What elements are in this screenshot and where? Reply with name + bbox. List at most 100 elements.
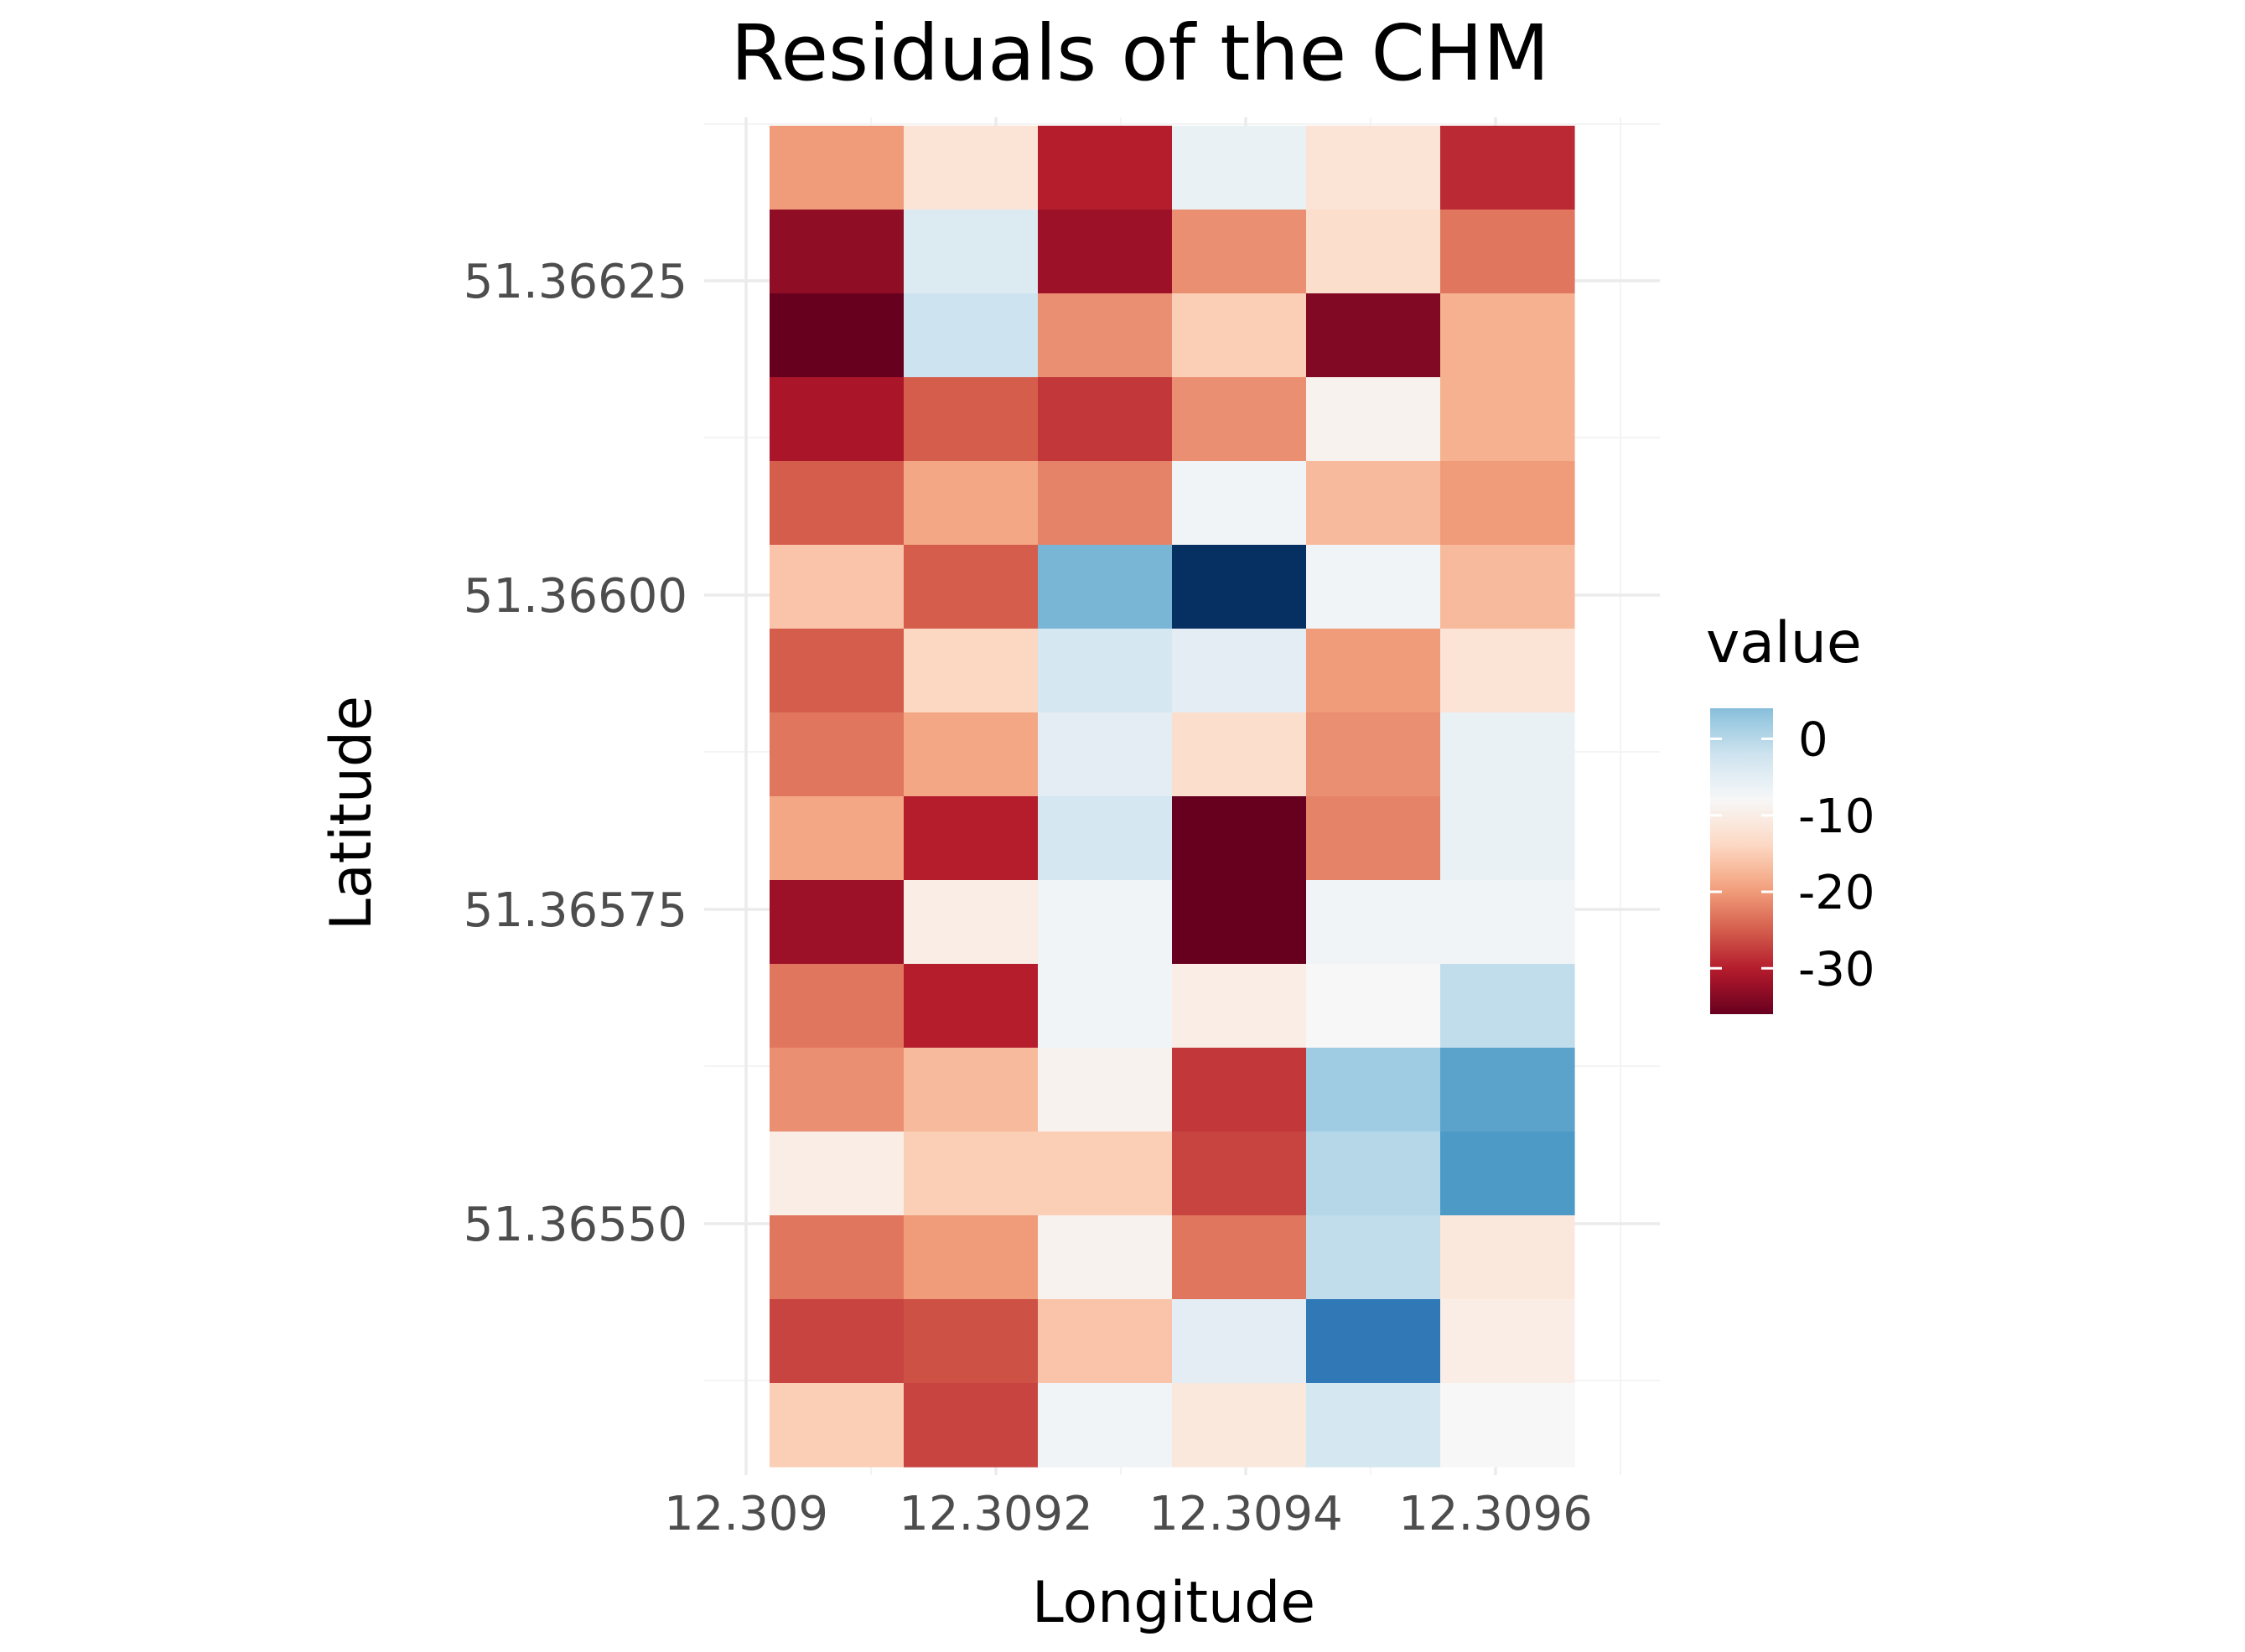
heatmap-cell (904, 293, 1039, 378)
heatmap-cell (1172, 293, 1307, 378)
heatmap-cell (770, 126, 905, 210)
heatmap-cell (904, 210, 1039, 294)
heatmap-cell (770, 377, 905, 462)
heatmap-cell (904, 964, 1039, 1049)
heatmap-cell (904, 1132, 1039, 1216)
heatmap-cell (904, 796, 1039, 881)
heatmap-cell (1172, 712, 1307, 797)
heatmap-cell (770, 1383, 905, 1468)
y-axis-label: Latitude (319, 696, 385, 930)
heatmap-cell (770, 712, 905, 797)
heatmap-cell (1038, 880, 1173, 965)
heatmap-cell (770, 210, 905, 294)
heatmap-cell (1440, 796, 1575, 881)
heatmap-cell (1172, 1299, 1307, 1384)
heatmap-cell (1440, 964, 1575, 1049)
heatmap-cell (770, 1299, 905, 1384)
heatmap-cell (1038, 964, 1173, 1049)
heatmap-cell (1172, 461, 1307, 546)
legend-colorbar (1710, 708, 1773, 1014)
heatmap-cell (1038, 126, 1173, 210)
heatmap-cell (1038, 1048, 1173, 1132)
heatmap-cell (1306, 1132, 1441, 1216)
x-tick-label: 12.3096 (1398, 1487, 1593, 1541)
heatmap-cell (1172, 1215, 1307, 1300)
heatmap-cell (1038, 796, 1173, 881)
heatmap-cell (1038, 461, 1173, 546)
heatmap-cell (770, 880, 905, 965)
heatmap-cell (1440, 1383, 1575, 1468)
x-tick-label: 12.309 (664, 1487, 828, 1541)
heatmap-cell (1306, 712, 1441, 797)
heatmap-cell (1172, 1048, 1307, 1132)
y-tick-label: 51.36600 (464, 569, 687, 624)
heatmap-cells (770, 126, 1575, 1468)
chart-title: Residuals of the CHM (731, 8, 1550, 98)
heatmap-cell (1038, 293, 1173, 378)
heatmap-cell (1306, 964, 1441, 1049)
heatmap-cell (1038, 210, 1173, 294)
heatmap-cell (1440, 629, 1575, 713)
heatmap-cell (1440, 1132, 1575, 1216)
heatmap-cell (770, 293, 905, 378)
heatmap-cell (770, 1048, 905, 1132)
heatmap-cell (770, 629, 905, 713)
x-tick-label: 12.3094 (1148, 1487, 1343, 1541)
heatmap-cell (1172, 126, 1307, 210)
heatmap-cell (1440, 377, 1575, 462)
heatmap-cell (1038, 377, 1173, 462)
heatmap-cell (1172, 210, 1307, 294)
color-legend: value 0 -10 -20 -30 (1706, 610, 1874, 1014)
heatmap-cell (904, 712, 1039, 797)
y-axis-ticks: 51.36625 51.36600 51.36575 51.36550 (464, 255, 687, 1252)
heatmap-cell (1038, 1215, 1173, 1300)
heatmap-cell (1440, 1299, 1575, 1384)
legend-title: value (1706, 610, 1862, 676)
heatmap-cell (904, 126, 1039, 210)
legend-label: -30 (1798, 942, 1874, 997)
heatmap-cell (904, 1383, 1039, 1468)
legend-label: 0 (1798, 713, 1828, 768)
heatmap-cell (1306, 210, 1441, 294)
heatmap-cell (904, 377, 1039, 462)
heatmap-cell (1306, 1383, 1441, 1468)
heatmap-cell (1306, 461, 1441, 546)
heatmap-cell (1440, 1048, 1575, 1132)
heatmap-cell (1038, 1299, 1173, 1384)
heatmap-cell (904, 461, 1039, 546)
heatmap-cell (1306, 1048, 1441, 1132)
heatmap-cell (770, 964, 905, 1049)
heatmap-cell (1172, 629, 1307, 713)
heatmap-cell (1440, 126, 1575, 210)
heatmap-cell (1172, 1132, 1307, 1216)
heatmap-cell (1306, 1215, 1441, 1300)
heatmap-cell (1038, 712, 1173, 797)
heatmap-cell (1038, 545, 1173, 629)
heatmap-cell (770, 545, 905, 629)
heatmap-cell (1038, 629, 1173, 713)
heatmap-cell (904, 629, 1039, 713)
heatmap-cell (1440, 712, 1575, 797)
heatmap-cell (1172, 1383, 1307, 1468)
x-axis-ticks: 12.309 12.3092 12.3094 12.3096 (664, 1487, 1593, 1541)
heatmap-cell (1306, 796, 1441, 881)
heatmap-cell (1306, 377, 1441, 462)
heatmap-cell (1306, 1299, 1441, 1384)
heatmap-cell (1440, 293, 1575, 378)
heatmap-cell (1172, 377, 1307, 462)
heatmap-cell (770, 1215, 905, 1300)
x-axis-label: Longitude (1032, 1570, 1315, 1636)
heatmap-cell (1306, 293, 1441, 378)
heatmap-cell (1172, 545, 1307, 629)
heatmap-cell (1306, 545, 1441, 629)
heatmap-cell (904, 545, 1039, 629)
heatmap-cell (1172, 796, 1307, 881)
legend-label: -20 (1798, 866, 1874, 920)
heatmap-cell (770, 1132, 905, 1216)
heatmap-cell (1440, 210, 1575, 294)
heatmap-cell (1306, 126, 1441, 210)
legend-ticks: 0 -10 -20 -30 (1710, 713, 1874, 997)
heatmap-cell (1440, 880, 1575, 965)
y-tick-label: 51.36550 (464, 1198, 687, 1252)
